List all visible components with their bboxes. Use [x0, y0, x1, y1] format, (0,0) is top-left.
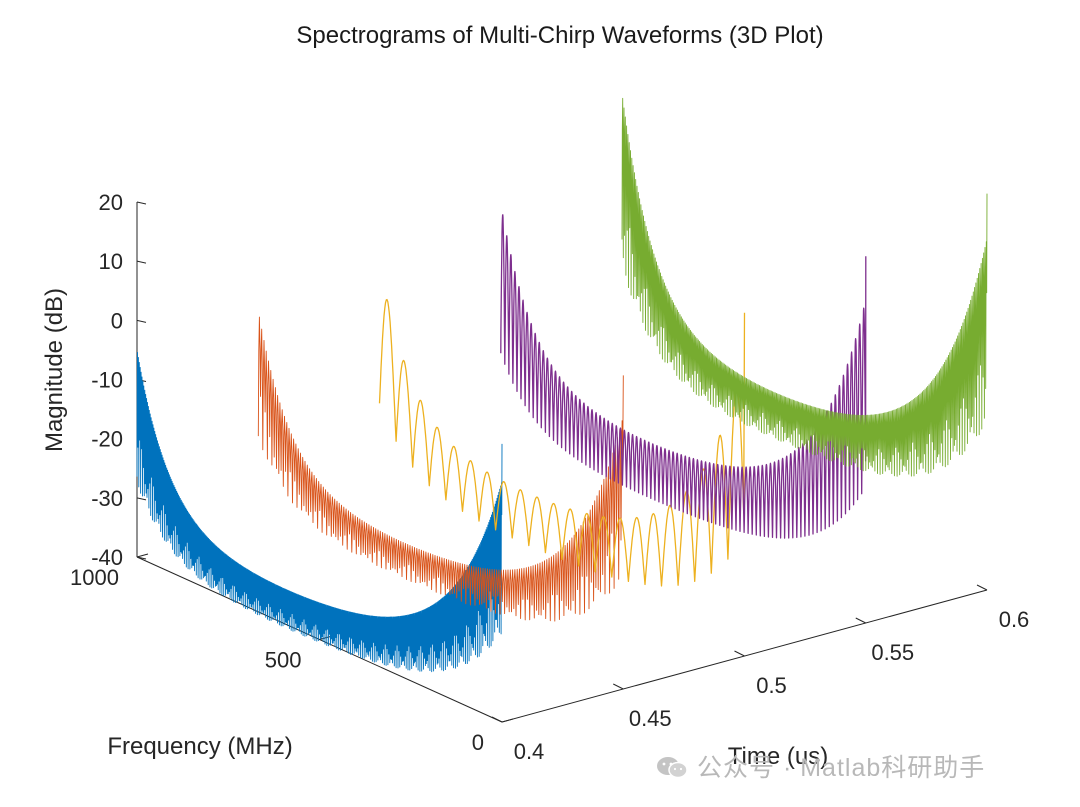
wechat-icon — [657, 757, 688, 779]
series-line — [257, 316, 624, 622]
series-layer — [136, 97, 988, 673]
axes-layer — [136, 201, 988, 723]
series-1 — [136, 351, 503, 673]
series-5 — [621, 97, 988, 477]
magnitude-tick-label: 20 — [99, 190, 123, 215]
series-line — [621, 97, 988, 477]
time-tick-label: 0.6 — [999, 607, 1030, 632]
frequency-tick-label: 0 — [472, 730, 484, 755]
time-tick — [734, 650, 745, 657]
magnitude-tick-label: 0 — [111, 308, 123, 333]
magnitude-tick — [136, 201, 147, 205]
series-line — [500, 214, 867, 539]
magnitude-tick-label: -40 — [91, 545, 123, 570]
magnitude-tick-label: -20 — [91, 427, 123, 452]
time-tick-label: 0.55 — [871, 640, 914, 665]
series-4 — [500, 214, 867, 539]
frequency-tick — [136, 553, 149, 558]
magnitude-tick-label: 10 — [99, 249, 123, 274]
frequency-tick-label: 500 — [265, 648, 302, 673]
frequency-tick-label: 1000 — [70, 565, 119, 590]
watermark: 公众号 · Matlab科研助手 — [655, 748, 985, 784]
magnitude-tick-label: -30 — [91, 486, 123, 511]
time-tick — [976, 584, 988, 591]
time-tick — [855, 617, 866, 624]
time-tick-label: 0.5 — [756, 673, 787, 698]
magnitude-tick — [136, 497, 147, 501]
time-axis-label: Time (us) — [728, 743, 828, 770]
magnitude-tick — [136, 260, 147, 264]
time-tick-label: 0.45 — [629, 706, 672, 731]
magnitude-tick-label: -10 — [91, 368, 123, 393]
time-tick-label: 0.4 — [514, 739, 545, 764]
labels-layer: 0.4 0.45 0.5 0.55 0.6 0 500 1000 20 10 0 -10 -20 -30 -… — [41, 190, 1029, 770]
time-tick — [491, 716, 503, 723]
time-tick — [613, 683, 624, 690]
magnitude-tick — [136, 319, 147, 323]
series-2 — [257, 316, 624, 622]
frequency-axis-label: Frequency (MHz) — [107, 733, 292, 760]
magnitude-tick — [136, 556, 147, 560]
watermark-text: 公众号 · Matlab科研助手 — [697, 754, 986, 782]
frequency-tick — [501, 718, 514, 723]
series-line — [136, 351, 503, 673]
magnitude-axis-label: Magnitude (dB) — [41, 288, 68, 452]
chart-title: Spectrograms of Multi-Chirp Waveforms (3… — [296, 22, 824, 49]
